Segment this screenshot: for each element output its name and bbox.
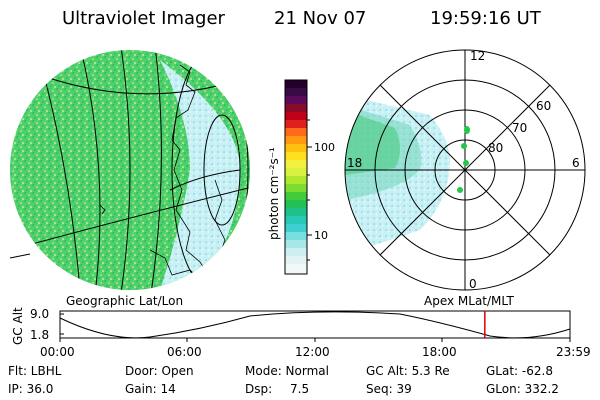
- x-tick-0000: 00:00: [40, 345, 75, 359]
- door-info: Door: Open: [125, 364, 194, 378]
- geographic-label: Geographic Lat/Lon: [66, 294, 183, 308]
- mlt-label-6: 6: [572, 156, 580, 170]
- glon-info: GLon: 332.2: [486, 382, 559, 396]
- geographic-globe: [9, 50, 250, 290]
- x-tick-1200: 12:00: [295, 345, 330, 359]
- filter-info: Flt: LBHL: [8, 364, 62, 378]
- date-label: 21 Nov 07: [274, 8, 367, 29]
- dsp-value: 7.5: [290, 382, 310, 396]
- colorbar-unit-label: photon cm⁻²s⁻¹: [267, 147, 281, 240]
- mode-info: Mode: Normal: [245, 364, 329, 378]
- mlt-label-12: 12: [470, 49, 485, 63]
- color-scale-bar: 100 10 photon cm⁻²s⁻¹: [267, 79, 335, 275]
- polar-plot: 80 70 60 12 18 6 0: [344, 49, 586, 291]
- colorbar-tick-10: 10: [314, 229, 328, 242]
- mlt-label-18: 18: [347, 156, 362, 170]
- lat-label-80: 80: [488, 141, 503, 155]
- instrument-title: Ultraviolet Imager: [62, 8, 225, 29]
- colorbar-tick-100: 100: [314, 141, 335, 154]
- aurora-spots: [457, 126, 470, 193]
- x-tick-0600: 06:00: [167, 345, 202, 359]
- time-label: 19:59:16 UT: [430, 8, 541, 29]
- lat-label-70: 70: [512, 121, 527, 135]
- dsp-label: Dsp:: [245, 382, 273, 396]
- gc-alt-info: GC Alt: 5.3 Re: [366, 364, 450, 378]
- y-tick-9: 9.0: [30, 307, 49, 321]
- seq-info: Seq: 39: [366, 382, 412, 396]
- x-tick-2359: 23:59: [556, 345, 591, 359]
- apex-label: Apex MLat/MLT: [424, 294, 514, 308]
- mlt-label-0: 0: [469, 277, 477, 291]
- glat-info: GLat: -62.8: [486, 364, 553, 378]
- gain-info: Gain: 14: [125, 382, 176, 396]
- ip-info: IP: 36.0: [8, 382, 54, 396]
- altitude-timeline: 9.0 1.8 GC Alt 00:00 06:00 12:00 18:00 2…: [11, 307, 591, 359]
- y-tick-1-8: 1.8: [30, 328, 49, 342]
- gc-alt-axis-label: GC Alt: [11, 307, 25, 345]
- lat-label-60: 60: [536, 99, 551, 113]
- x-tick-1800: 18:00: [422, 345, 457, 359]
